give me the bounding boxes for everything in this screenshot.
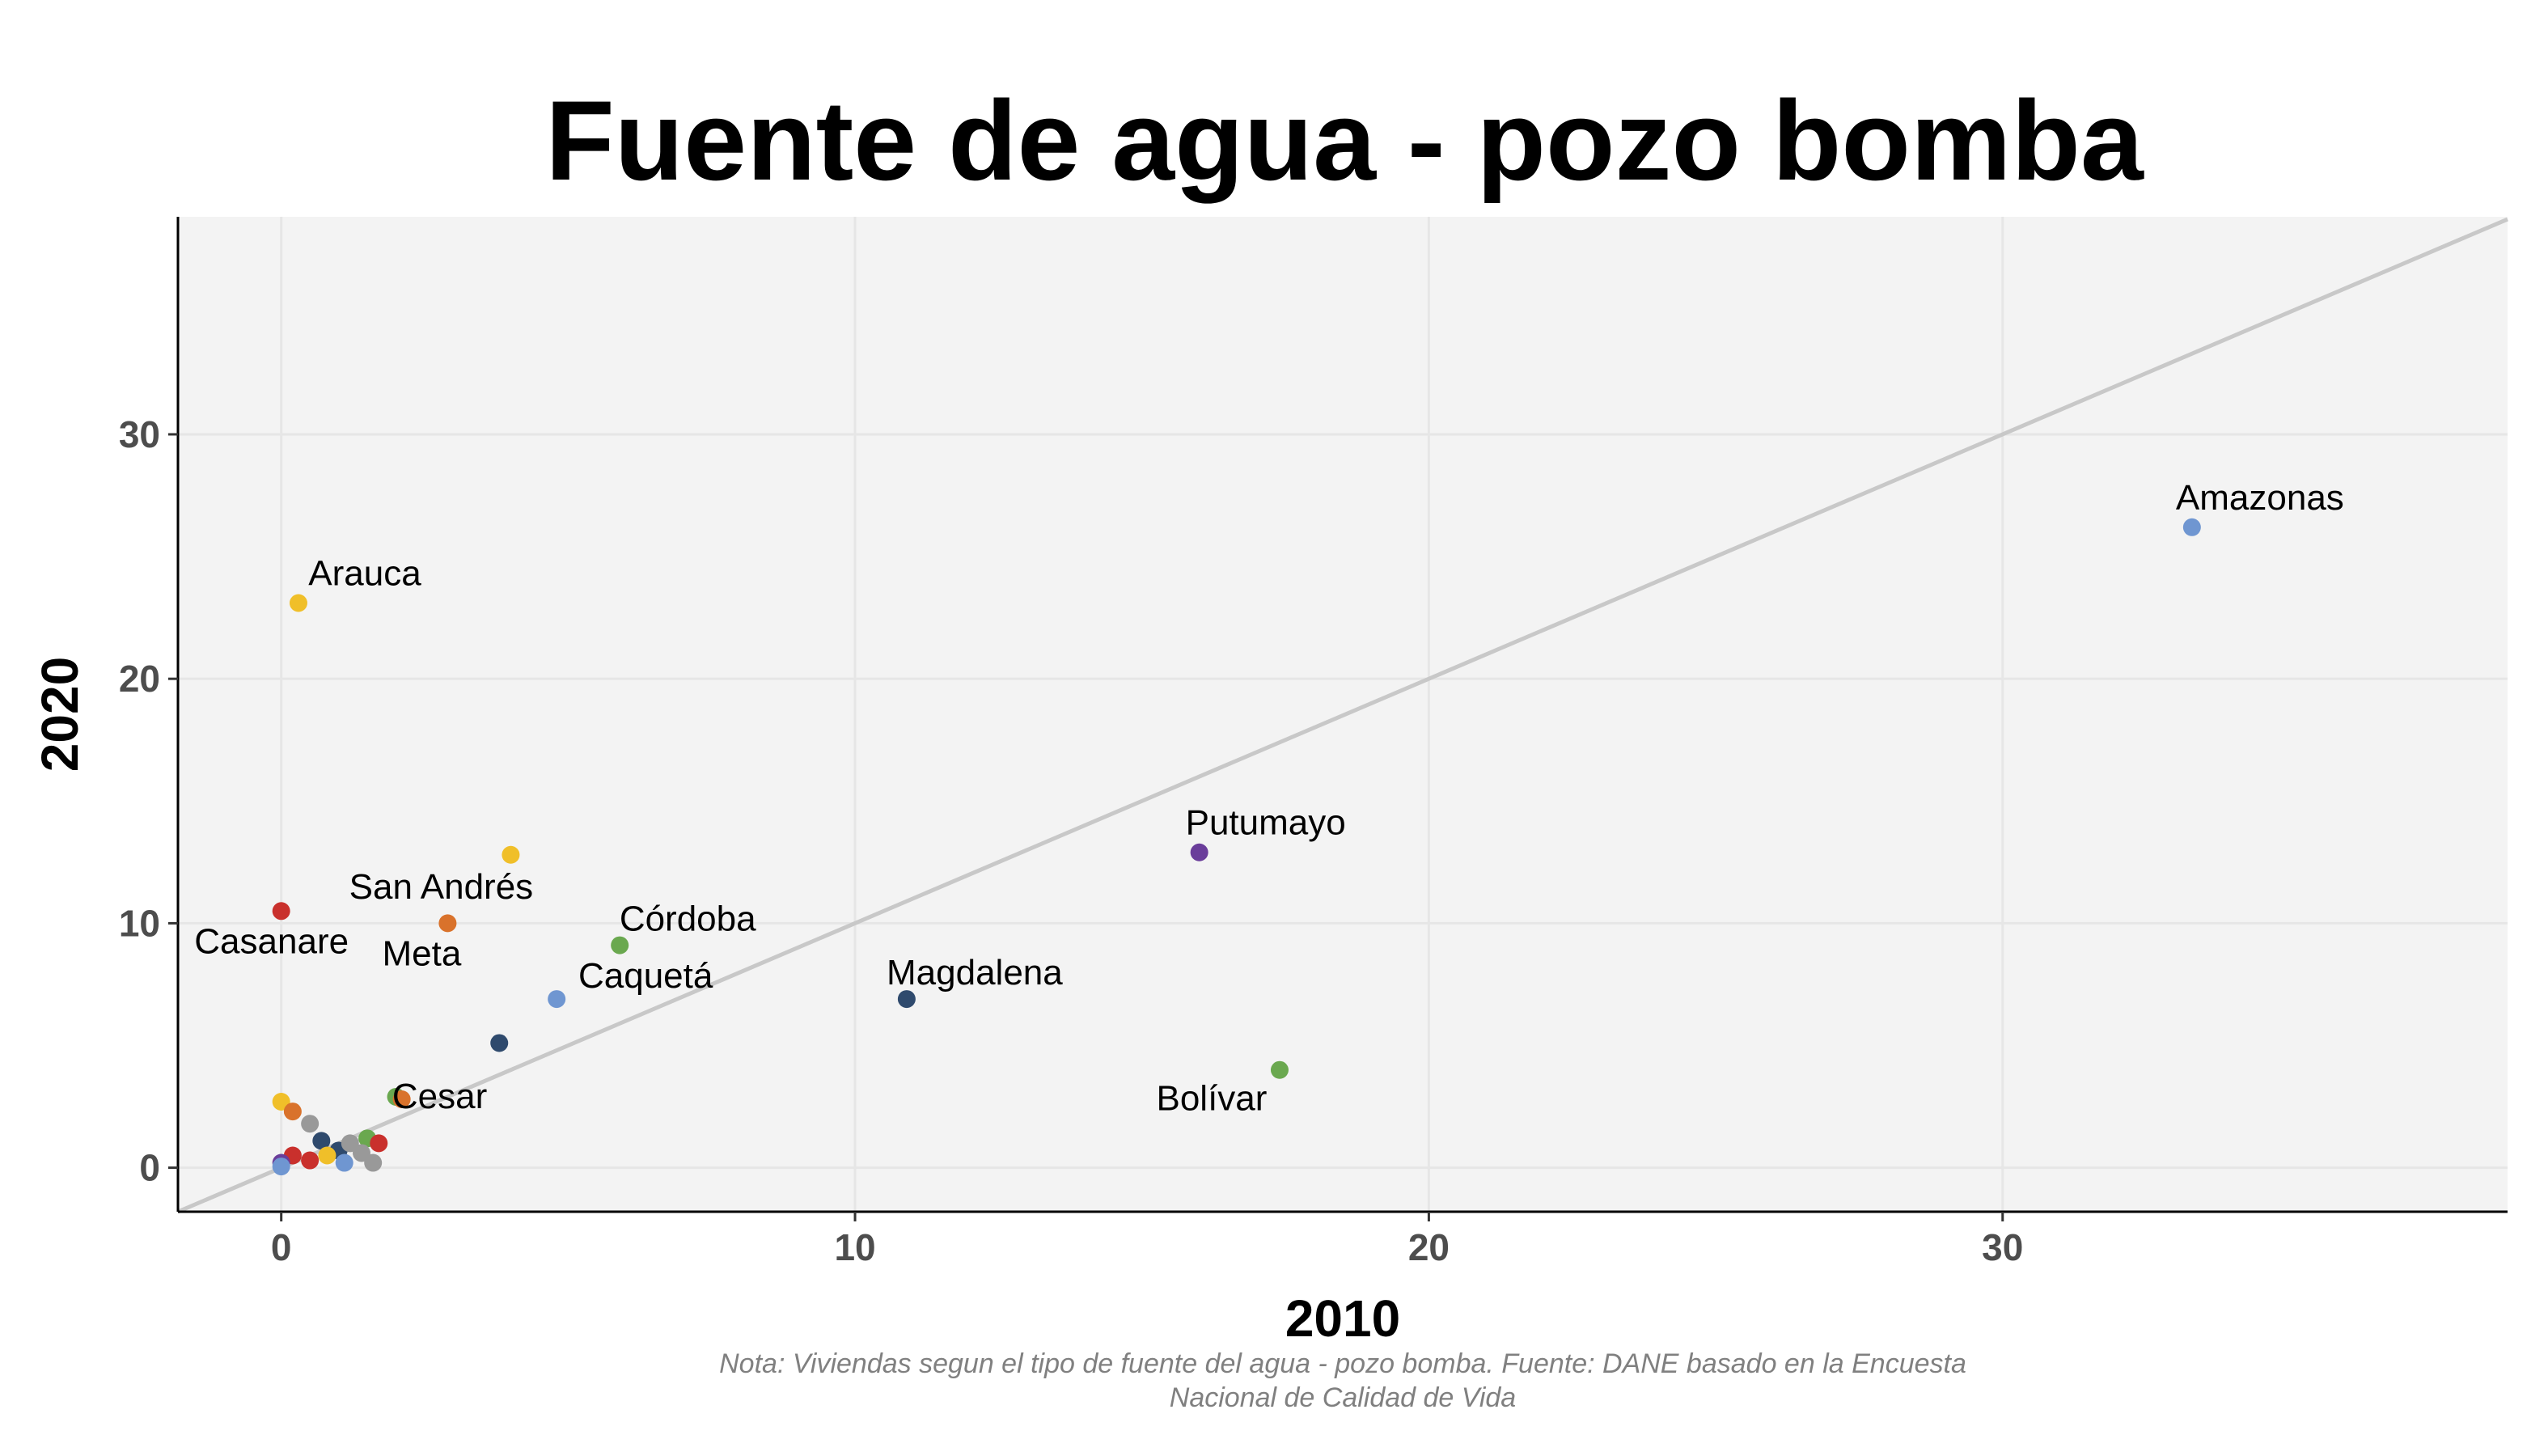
point-label-cordoba: Córdoba [620, 899, 756, 939]
data-point-unlabeled [364, 1153, 383, 1172]
point-label-amazonas: Amazonas [2176, 478, 2344, 518]
reference-line [177, 217, 2508, 1214]
chart-title: Fuente de agua - pozo bomba [545, 77, 2144, 204]
data-point-unlabeled [312, 1132, 331, 1150]
point-label-san-andres: San Andrés [349, 867, 534, 907]
data-point-unlabeled [392, 1090, 411, 1108]
data-point-san-andres [502, 845, 520, 864]
data-point-unlabeled [370, 1134, 388, 1153]
x-tick-label: 10 [834, 1226, 875, 1268]
axes [176, 217, 2508, 1213]
data-point-unlabeled [335, 1153, 353, 1172]
data-points [272, 518, 2201, 1176]
y-tick-label: 30 [119, 413, 160, 455]
data-point-caqueta [548, 990, 566, 1009]
y-tick-label: 0 [139, 1147, 160, 1189]
point-label-magdalena: Magdalena [887, 953, 1063, 993]
point-label-putumayo: Putumayo [1186, 803, 1346, 843]
x-tick-label: 20 [1408, 1226, 1450, 1268]
point-label-bolivar: Bolívar [1156, 1079, 1267, 1119]
footnote-line-1: Nota: Viviendas segun el tipo de fuente … [719, 1348, 1966, 1379]
y-tick-label: 20 [119, 658, 160, 700]
footnote-line-2: Nacional de Calidad de Vida [1170, 1382, 1516, 1413]
data-point-arauca [289, 594, 307, 612]
y-tick-label: 10 [119, 902, 160, 944]
point-label-caqueta: Caquetá [578, 956, 713, 996]
data-point-unlabeled [318, 1146, 336, 1165]
data-point-unlabeled [272, 1158, 290, 1176]
data-point-casanare [272, 902, 290, 921]
data-point-amazonas [2182, 518, 2201, 536]
point-label-casanare: Casanare [194, 921, 349, 961]
data-point-unlabeled [301, 1115, 320, 1133]
x-tick-label: 0 [271, 1226, 292, 1268]
point-labels: Amazonas Arauca Putumayo San AndrésCasanare… [194, 478, 2344, 1119]
grid-lines [178, 217, 2508, 1212]
y-axis-title: 2020 [31, 657, 89, 772]
ticks: 0 10 20 30 0 10 20 30 [119, 413, 2024, 1268]
data-point-unlabeled [283, 1103, 302, 1121]
data-point-meta [438, 914, 457, 933]
data-point-putumayo [1190, 843, 1208, 861]
data-point-magdalena [897, 990, 916, 1009]
data-point-cordoba [611, 936, 629, 954]
x-axis-title: 2010 [1285, 1289, 1400, 1348]
point-label-cesar: Cesar [392, 1077, 487, 1116]
x-tick-label: 30 [1982, 1226, 2023, 1268]
point-label-arauca: Arauca [308, 553, 421, 593]
data-point-unlabeled [490, 1034, 509, 1052]
point-label-meta: Meta [382, 933, 461, 973]
data-point-unlabeled [301, 1151, 320, 1170]
data-point-bolivar [1270, 1060, 1289, 1079]
